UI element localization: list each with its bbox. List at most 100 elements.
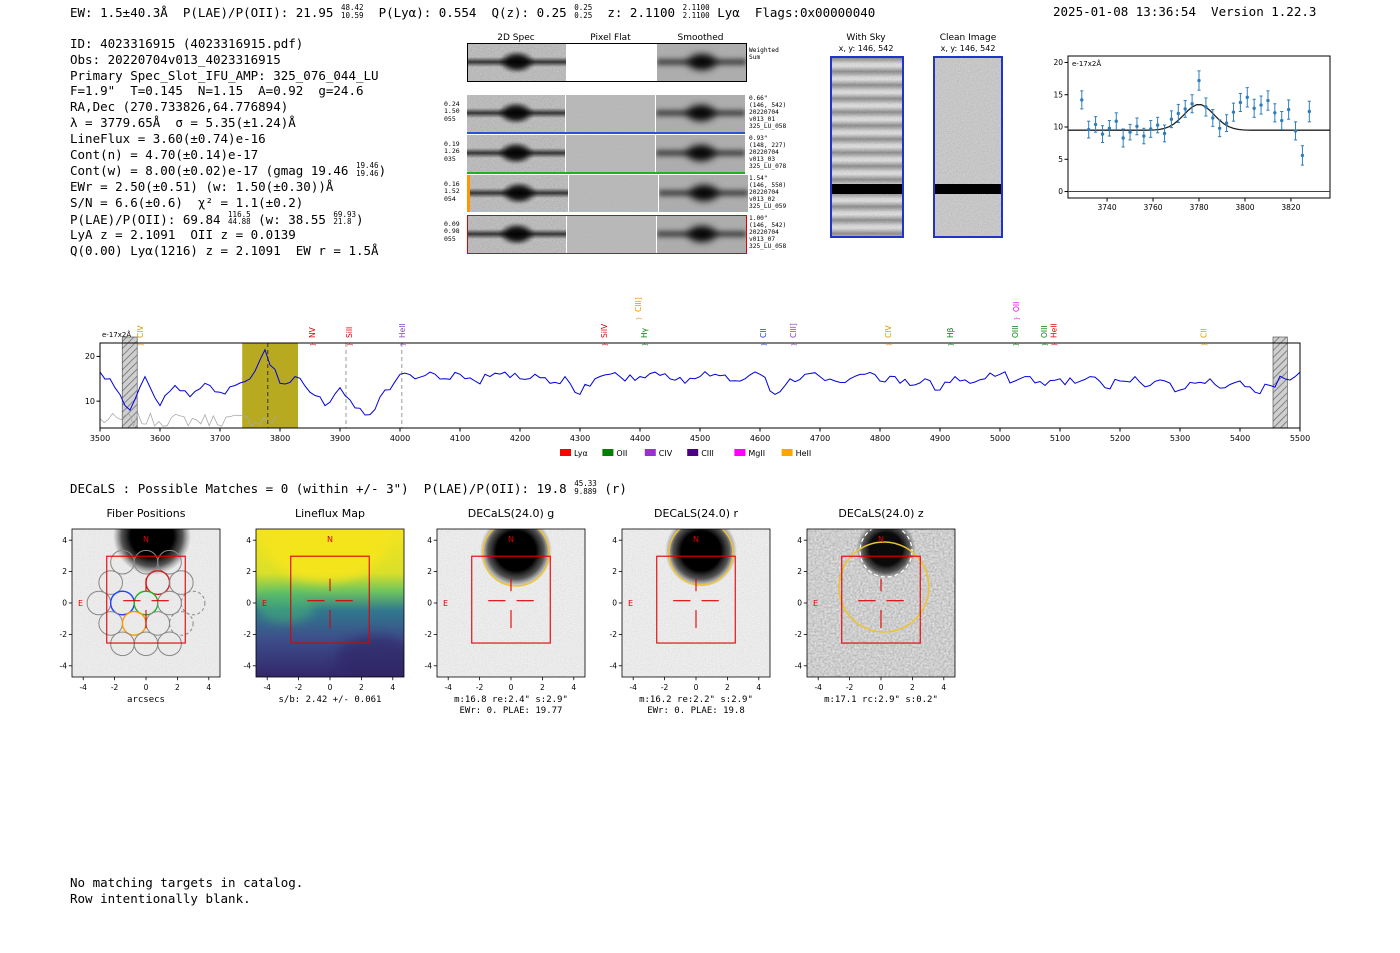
spec2d-row-1	[467, 135, 745, 174]
svg-text:3780: 3780	[1189, 203, 1208, 212]
with-sky-title: With Sky	[846, 33, 886, 43]
svg-text:-4: -4	[79, 683, 87, 692]
svg-text:5000: 5000	[990, 434, 1010, 443]
svg-text:SiII: SiII	[345, 327, 354, 338]
svg-text:-2: -2	[60, 630, 68, 639]
info-line-7: Cont(n) = 4.70(±0.14)e-17	[70, 146, 259, 162]
svg-text:E: E	[78, 599, 83, 608]
svg-text:20: 20	[85, 352, 95, 361]
svg-text:CIV: CIV	[659, 449, 673, 458]
svg-text:5400: 5400	[1230, 434, 1250, 443]
svg-text:4000: 4000	[390, 434, 410, 443]
svg-text:s/b: 2.42 +/- 0.061: s/b: 2.42 +/- 0.061	[279, 695, 382, 705]
svg-text:CIII]: CIII]	[634, 297, 643, 312]
svg-text:}: }	[138, 342, 145, 346]
svg-text:EWr: 0. PLAE: 19.77: EWr: 0. PLAE: 19.77	[460, 706, 563, 716]
svg-text:-2: -2	[111, 683, 119, 692]
info-line-13: Q(0.00) Lyα(1216) z = 2.1091 EW r = 1.5Å	[70, 242, 379, 258]
spec2d-cell-flat	[569, 175, 658, 212]
svg-text:3800: 3800	[270, 434, 290, 443]
spec2d-col-title-smoothed: Smoothed	[677, 33, 724, 43]
info-line-3: F=1.9" T=0.145 N=1.15 A=0.92 g=24.6	[70, 83, 364, 99]
svg-text:-4: -4	[629, 683, 637, 692]
svg-text:}: }	[1051, 342, 1058, 346]
svg-text:e-17x2Å: e-17x2Å	[102, 330, 131, 339]
svg-text:-4: -4	[814, 683, 822, 692]
weighted-sum-label: Weighted Sum	[749, 47, 779, 61]
svg-text:4: 4	[571, 683, 576, 692]
svg-text:3700: 3700	[210, 434, 230, 443]
svg-text:OII: OII	[1012, 302, 1021, 312]
svg-text:}: }	[1014, 316, 1021, 320]
svg-text:5500: 5500	[1290, 434, 1310, 443]
svg-text:-4: -4	[425, 661, 433, 670]
info-line-1: Obs: 20220704v013_4023316915	[70, 51, 281, 67]
bright-trace-band	[935, 184, 1001, 195]
svg-text:Lyα: Lyα	[574, 449, 588, 458]
svg-text:2: 2	[246, 567, 251, 576]
svg-text:2: 2	[62, 567, 67, 576]
spec2d-col-title-2dspec: 2D Spec	[497, 33, 535, 43]
spec2d-row-annotation: 1.54" (146, 550) 20220704 v013_02 325_LU_059	[749, 175, 787, 210]
bright-trace-band	[832, 184, 902, 195]
clean-image-title: Clean Image	[939, 33, 997, 43]
svg-text:3900: 3900	[330, 434, 350, 443]
spec2d-cell-noisy	[468, 44, 566, 81]
noise-texture	[832, 58, 902, 236]
svg-text:5: 5	[1058, 155, 1063, 164]
svg-text:m:17.1 rc:2.9" s:0.2": m:17.1 rc:2.9" s:0.2"	[824, 695, 938, 705]
svg-text:2: 2	[612, 567, 617, 576]
svg-text:CIV: CIV	[884, 325, 893, 338]
svg-text:4100: 4100	[450, 434, 470, 443]
stacked-uncertainty: 116.5 44.88	[228, 209, 251, 227]
svg-text:}: }	[347, 342, 354, 346]
svg-text:0: 0	[612, 599, 617, 608]
svg-text:N: N	[327, 535, 333, 544]
svg-text:Lineflux Map: Lineflux Map	[295, 507, 365, 520]
decals-matches-line: DECaLS : Possible Matches = 0 (within +/…	[70, 479, 627, 496]
svg-text:4200: 4200	[510, 434, 530, 443]
svg-text:OIII: OIII	[1011, 325, 1020, 338]
svg-text:-2: -2	[244, 630, 252, 639]
svg-text:Fiber Positions: Fiber Positions	[107, 507, 186, 520]
svg-text:0: 0	[509, 683, 514, 692]
svg-text:10: 10	[1053, 123, 1063, 132]
svg-text:3820: 3820	[1281, 203, 1300, 212]
footer-note-2: Row intentionally blank.	[70, 891, 251, 906]
svg-text:N: N	[143, 535, 149, 544]
svg-text:}: }	[791, 342, 798, 346]
svg-text:-2: -2	[610, 630, 618, 639]
svg-text:3760: 3760	[1143, 203, 1162, 212]
svg-text:Hγ: Hγ	[640, 327, 649, 338]
svg-text:DECaLS(24.0) g: DECaLS(24.0) g	[468, 507, 555, 520]
svg-text:0: 0	[694, 683, 699, 692]
svg-text:E: E	[262, 599, 267, 608]
info-line-5: λ = 3779.65Å σ = 5.35(±1.24)Å	[70, 114, 296, 130]
svg-text:3740: 3740	[1098, 203, 1117, 212]
spec2d-cell-noisy	[467, 135, 565, 172]
svg-text:MgII: MgII	[748, 449, 765, 458]
spec2d-row-weights: 0.09 0.98 055	[444, 220, 460, 243]
svg-text:}: }	[1201, 342, 1208, 346]
svg-text:e-17x2Å: e-17x2Å	[1072, 59, 1101, 68]
svg-text:}: }	[948, 342, 955, 346]
svg-text:CIII]: CIII]	[789, 323, 798, 338]
svg-text:N: N	[693, 535, 699, 544]
svg-text:-2: -2	[846, 683, 854, 692]
svg-text:4: 4	[206, 683, 211, 692]
svg-text:}: }	[761, 342, 768, 346]
svg-text:4: 4	[612, 536, 617, 545]
svg-text:}: }	[1013, 342, 1020, 346]
stacked-uncertainty: 19.46 19.46	[355, 161, 379, 179]
svg-text:-2: -2	[661, 683, 669, 692]
stacked-uncertainty: 69.93 21.8	[333, 209, 356, 227]
svg-text:}: }	[602, 342, 609, 346]
svg-text:4800: 4800	[870, 434, 890, 443]
svg-text:CII: CII	[759, 328, 768, 338]
svg-text:2: 2	[427, 567, 432, 576]
svg-text:4: 4	[427, 536, 432, 545]
svg-text:15: 15	[1053, 90, 1063, 99]
spec2d-row-annotation: 0.66" (146, 542) 20220704 v013_01 325_LU_058	[749, 95, 787, 130]
